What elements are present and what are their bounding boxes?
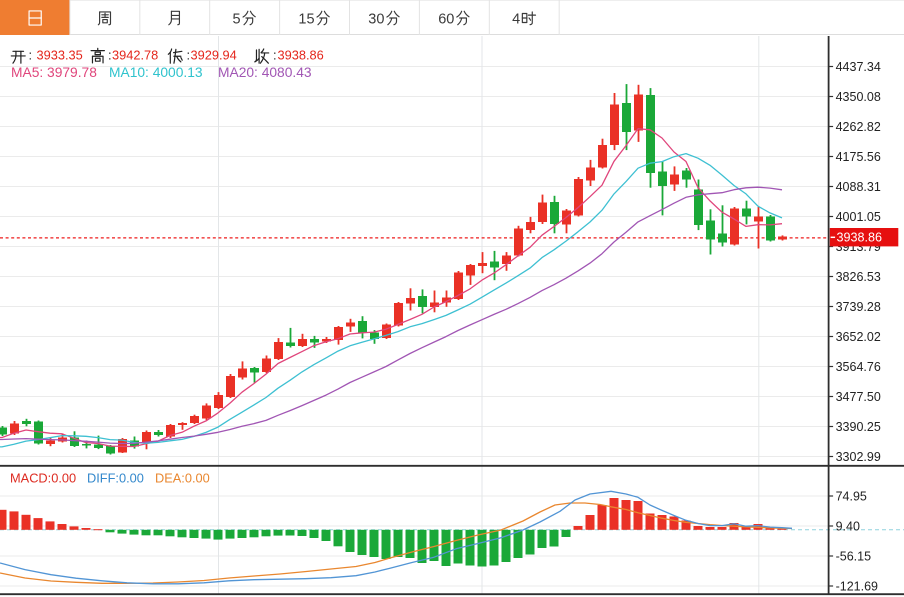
svg-text:9.40: 9.40 (836, 519, 860, 533)
svg-text:4437.34: 4437.34 (836, 60, 881, 74)
svg-text:-56.15: -56.15 (836, 549, 871, 563)
svg-text:4350.08: 4350.08 (836, 90, 881, 104)
svg-text:30: 30 (368, 12, 384, 28)
svg-text:5: 5 (233, 12, 241, 28)
svg-text::: : (187, 48, 191, 63)
svg-text:4262.82: 4262.82 (836, 120, 881, 134)
svg-text:3933.35: 3933.35 (37, 48, 83, 63)
svg-text:3938.86: 3938.86 (837, 231, 883, 245)
svg-text:3564.76: 3564.76 (836, 360, 881, 374)
svg-text:MA10: 4000.13: MA10: 4000.13 (109, 65, 203, 80)
svg-text:4: 4 (512, 12, 520, 28)
svg-text:DIFF:0.00: DIFF:0.00 (87, 471, 144, 486)
svg-text:MA5: 3979.78: MA5: 3979.78 (11, 65, 97, 80)
svg-text:4001.05: 4001.05 (836, 210, 881, 224)
svg-text:3929.94: 3929.94 (191, 48, 237, 63)
svg-text:MA20: 4080.43: MA20: 4080.43 (218, 65, 312, 80)
svg-text:15: 15 (298, 12, 314, 28)
svg-text::: : (108, 48, 112, 63)
svg-text:3739.28: 3739.28 (836, 300, 881, 314)
svg-text:3390.25: 3390.25 (836, 420, 881, 434)
svg-text:3477.50: 3477.50 (836, 390, 881, 404)
svg-text:4088.31: 4088.31 (836, 180, 881, 194)
svg-text:3938.86: 3938.86 (278, 48, 324, 63)
svg-text:60: 60 (438, 12, 454, 28)
svg-text::: : (29, 48, 33, 63)
svg-text:3942.78: 3942.78 (112, 48, 158, 63)
svg-text:74.95: 74.95 (836, 489, 867, 503)
svg-text:3302.99: 3302.99 (836, 450, 881, 464)
svg-text::: : (273, 48, 277, 63)
svg-text:3826.53: 3826.53 (836, 270, 881, 284)
svg-text:MACD:0.00: MACD:0.00 (10, 471, 76, 486)
svg-text:4175.56: 4175.56 (836, 150, 881, 164)
svg-text:-121.69: -121.69 (836, 579, 878, 593)
svg-text:DEA:0.00: DEA:0.00 (155, 471, 210, 486)
svg-text:3652.02: 3652.02 (836, 330, 881, 344)
